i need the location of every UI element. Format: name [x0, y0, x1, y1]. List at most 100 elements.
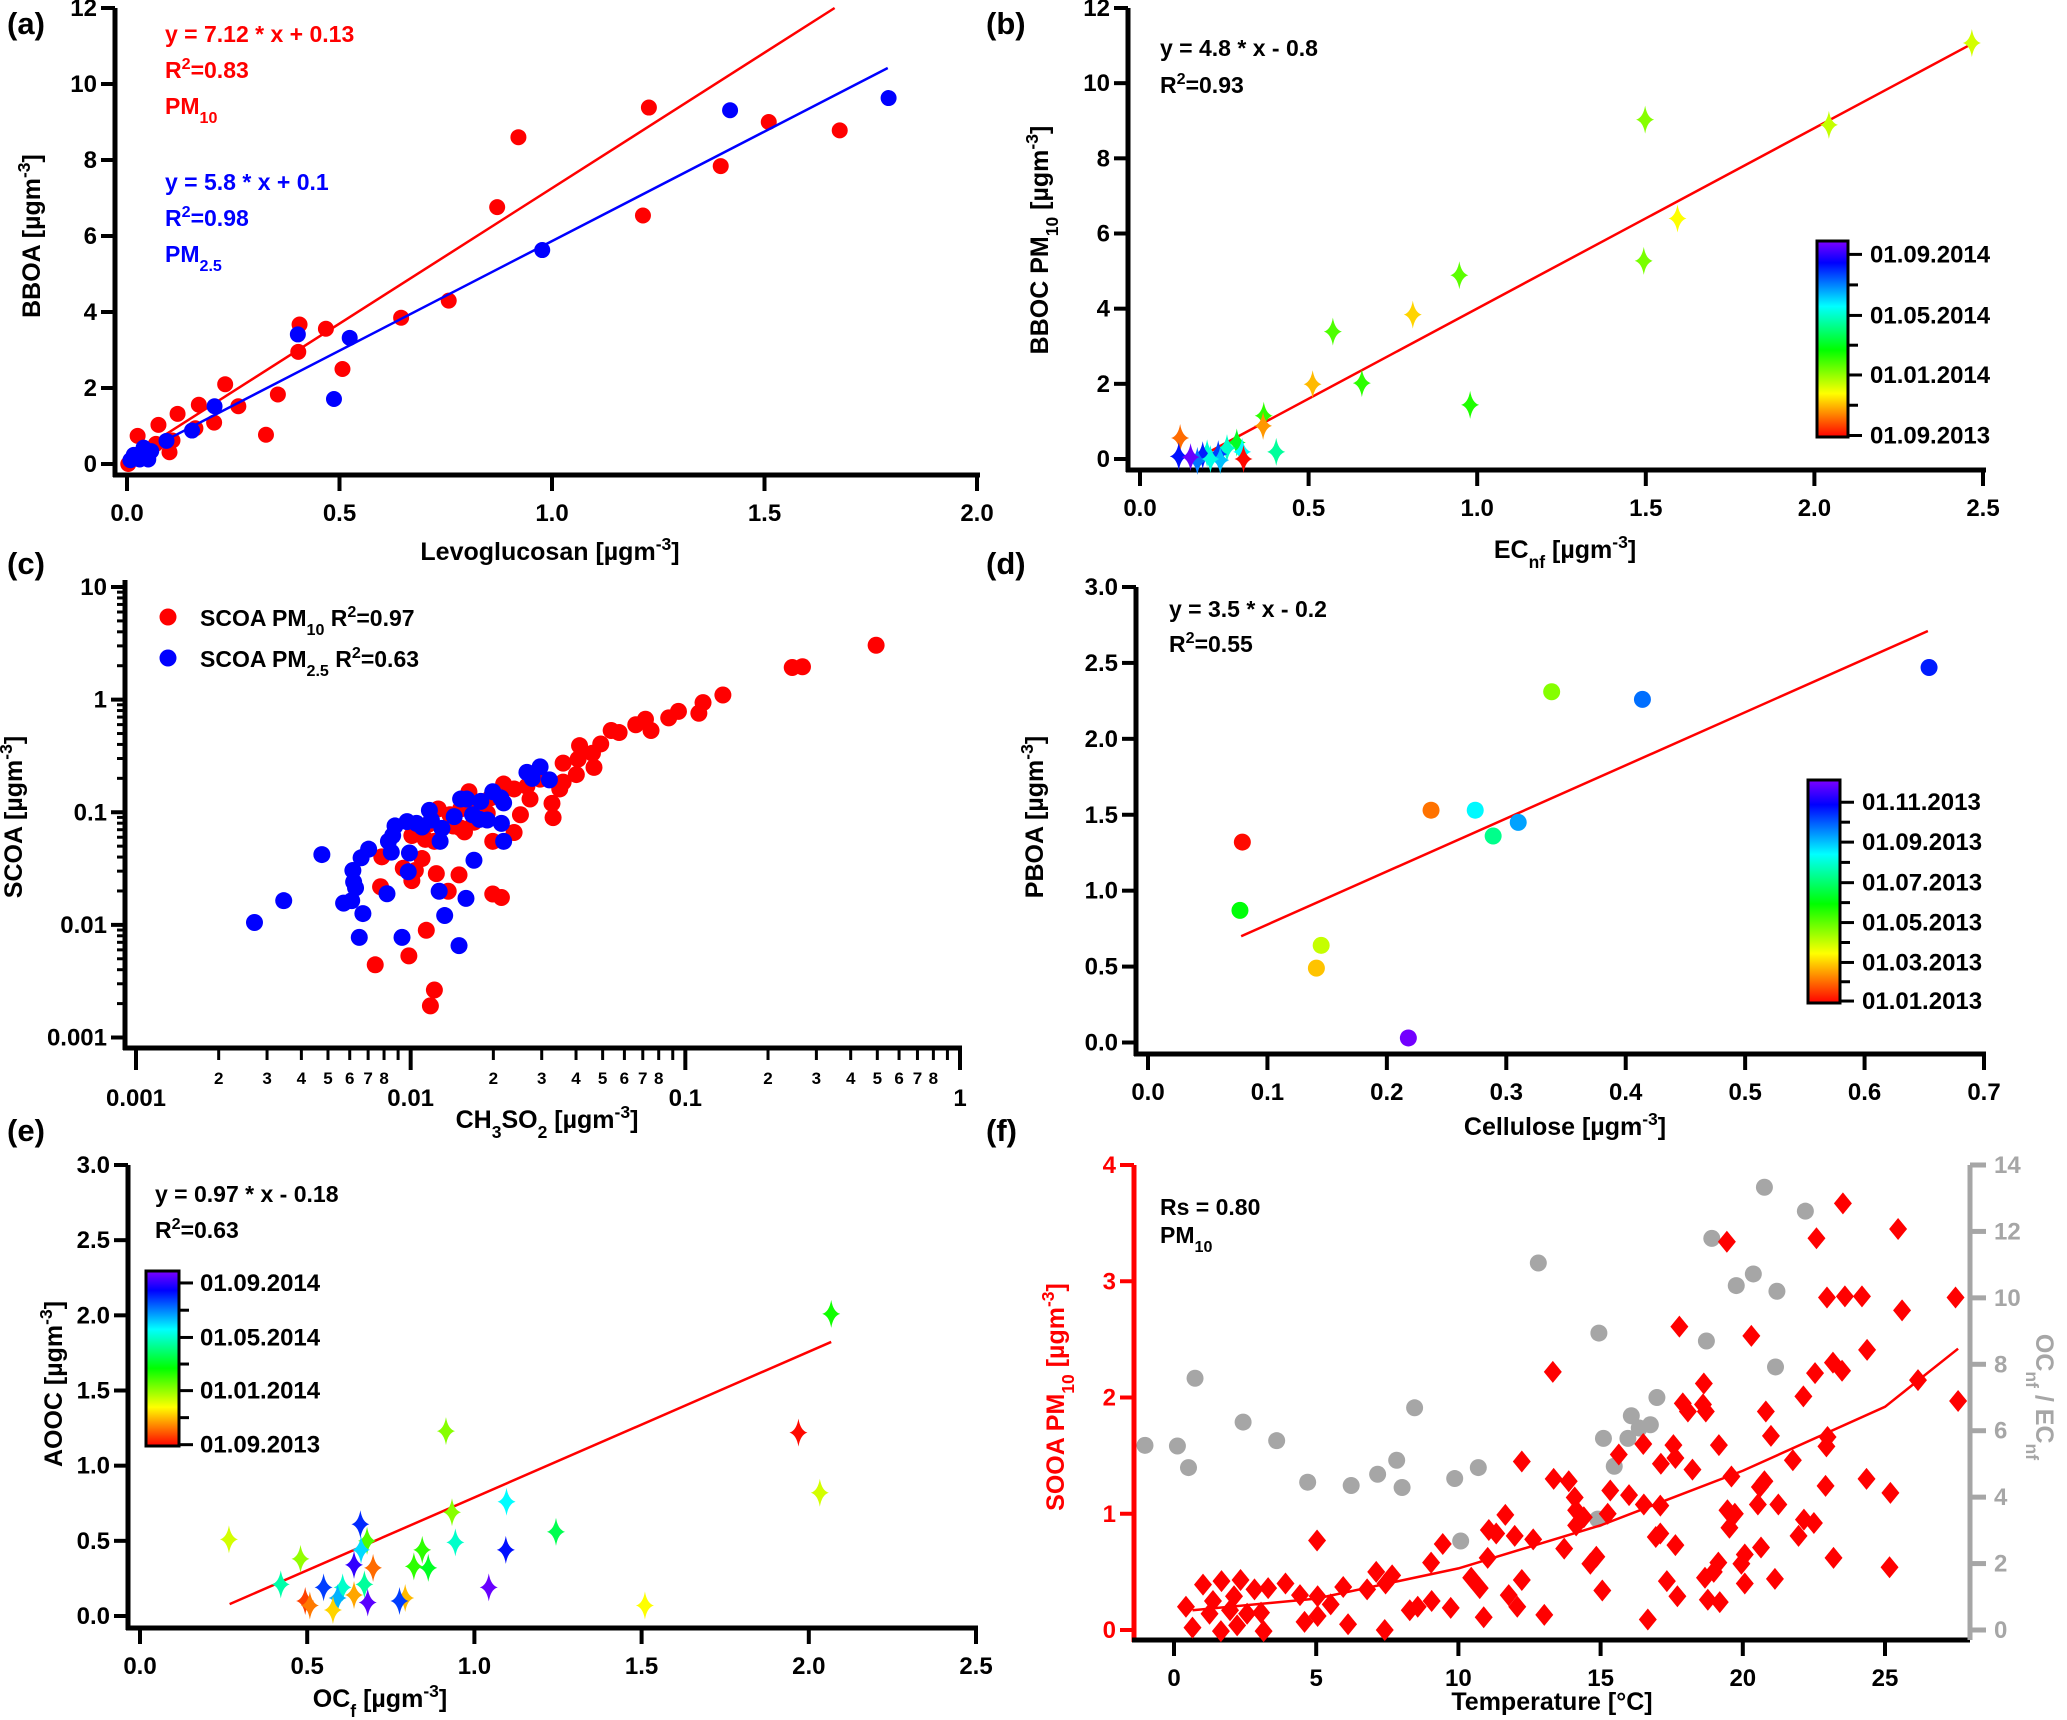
right-y-tick-label: 6 — [1994, 1418, 2007, 1445]
legend-label-part: 2.5 — [307, 662, 329, 680]
data-point — [1717, 1230, 1736, 1253]
data-point — [427, 865, 445, 883]
data-point — [1422, 1589, 1441, 1612]
x-minor-tick-label: 4 — [571, 1069, 581, 1088]
x-minor-tick-label: 7 — [913, 1069, 922, 1088]
right-y-tick-label: 2 — [1994, 1551, 2007, 1578]
legend-label: SCOA PM2.5 R2=0.63 — [200, 644, 419, 680]
data-point — [1543, 683, 1561, 701]
y-axis-title-part: -3 — [1022, 134, 1042, 150]
data-point — [271, 1570, 290, 1599]
data-point — [1308, 1529, 1327, 1552]
data-point — [1308, 1605, 1327, 1628]
x-axis-title-part: Temperature [°C] — [1451, 1688, 1652, 1716]
x-tick-label: 5 — [1310, 1665, 1323, 1692]
data-point — [1696, 1400, 1715, 1423]
y-axis-title-part: ] — [1026, 126, 1054, 134]
y-tick-label: 0.0 — [77, 1603, 110, 1630]
data-point — [457, 889, 475, 907]
data-point — [1748, 1493, 1767, 1516]
annotation-text-part: =0.98 — [191, 205, 249, 231]
annotation-text: y = 3.5 * x - 0.2 — [1169, 596, 1327, 622]
panel-label: (f) — [986, 1113, 1017, 1148]
data-point — [1634, 1433, 1653, 1455]
data-point — [1641, 1416, 1659, 1434]
x-axis-title-part: 3 — [492, 1122, 502, 1142]
data-point — [206, 398, 223, 415]
data-point — [1678, 1400, 1697, 1423]
data-point — [1668, 1585, 1687, 1608]
y-axis-title-part: PBOA [µgm — [1021, 760, 1049, 898]
data-point — [413, 1535, 432, 1564]
data-point — [1201, 445, 1220, 473]
y-axis-title-part: ] — [1042, 1283, 1070, 1291]
legend-label-part: R — [329, 646, 352, 672]
data-point — [1466, 801, 1484, 819]
data-point — [489, 199, 506, 216]
data-point — [436, 907, 454, 925]
data-point — [1342, 1477, 1360, 1495]
data-point — [396, 1583, 415, 1612]
x-axis-title-part: -3 — [423, 1681, 439, 1701]
x-tick-label: 0.0 — [1131, 1079, 1164, 1106]
data-point — [1388, 1451, 1406, 1469]
x-minor-tick-label: 8 — [654, 1069, 663, 1088]
data-point — [831, 122, 848, 139]
panel-e: (e) 0.0 0.5 1.0 1.5 2.0 2.5 0.0 0.5 1.0 1.5 2.0 2.5 3… — [7, 1113, 993, 1720]
data-point — [1893, 1299, 1912, 1322]
y-tick-label: 2.0 — [77, 1302, 110, 1329]
data-point — [1789, 1524, 1808, 1547]
data-point — [1695, 1566, 1714, 1589]
data-point — [1858, 1338, 1877, 1361]
data-point — [291, 1544, 310, 1573]
data-point — [1422, 801, 1440, 819]
data-point — [400, 844, 418, 862]
data-point — [546, 1517, 565, 1546]
annotation-text: R2=0.98 — [165, 203, 249, 231]
data-point — [421, 997, 439, 1015]
data-point — [714, 686, 732, 704]
data-point — [1308, 1585, 1327, 1608]
right-y-tick-label: 0 — [1994, 1617, 2007, 1644]
series-2 — [1176, 1192, 1968, 1643]
data-point — [1529, 1254, 1547, 1272]
data-point — [425, 981, 443, 999]
x-tick-label: 0.4 — [1609, 1079, 1643, 1106]
annotation-text-part: y = 4.8 * x - 0.8 — [1160, 35, 1318, 61]
data-point — [345, 1550, 364, 1579]
data-point — [1962, 28, 1981, 57]
data-point — [1259, 1577, 1278, 1600]
data-point — [1188, 446, 1207, 475]
data-point — [1234, 1413, 1252, 1431]
colorbar-tick-label: 01.07.2013 — [1862, 870, 1982, 897]
x-axis-title-part: nf — [1529, 552, 1546, 572]
data-point — [245, 913, 263, 931]
y-tick-label: 3.0 — [77, 1152, 110, 1179]
x-tick-label: 0.1 — [669, 1085, 702, 1112]
x-axis-title-part: Levoglucosan [µgm — [420, 538, 655, 566]
data-point — [190, 396, 207, 413]
x-axis-title-part: EC — [1494, 536, 1529, 564]
data-point — [722, 102, 739, 119]
x-minor-tick-label: 3 — [812, 1069, 821, 1088]
data-point — [1403, 300, 1422, 329]
data-point — [1452, 1532, 1470, 1550]
annotation-text: R2=0.93 — [1160, 70, 1244, 98]
data-point — [1750, 1476, 1769, 1499]
data-point — [1852, 1285, 1871, 1308]
data-point — [1806, 1362, 1825, 1385]
data-point — [1735, 1572, 1754, 1595]
y-tick-label: 1.5 — [1085, 802, 1118, 829]
fit-line — [229, 1340, 832, 1606]
panel-label: (e) — [7, 1113, 45, 1148]
data-point — [452, 790, 470, 808]
data-point — [1634, 246, 1653, 275]
data-point — [1234, 445, 1253, 473]
data-point — [1267, 437, 1286, 466]
x-axis-title-part: -3 — [615, 1102, 631, 1122]
data-point — [313, 846, 331, 864]
data-point — [335, 894, 353, 912]
data-point — [323, 1595, 342, 1624]
data-point — [540, 771, 558, 789]
